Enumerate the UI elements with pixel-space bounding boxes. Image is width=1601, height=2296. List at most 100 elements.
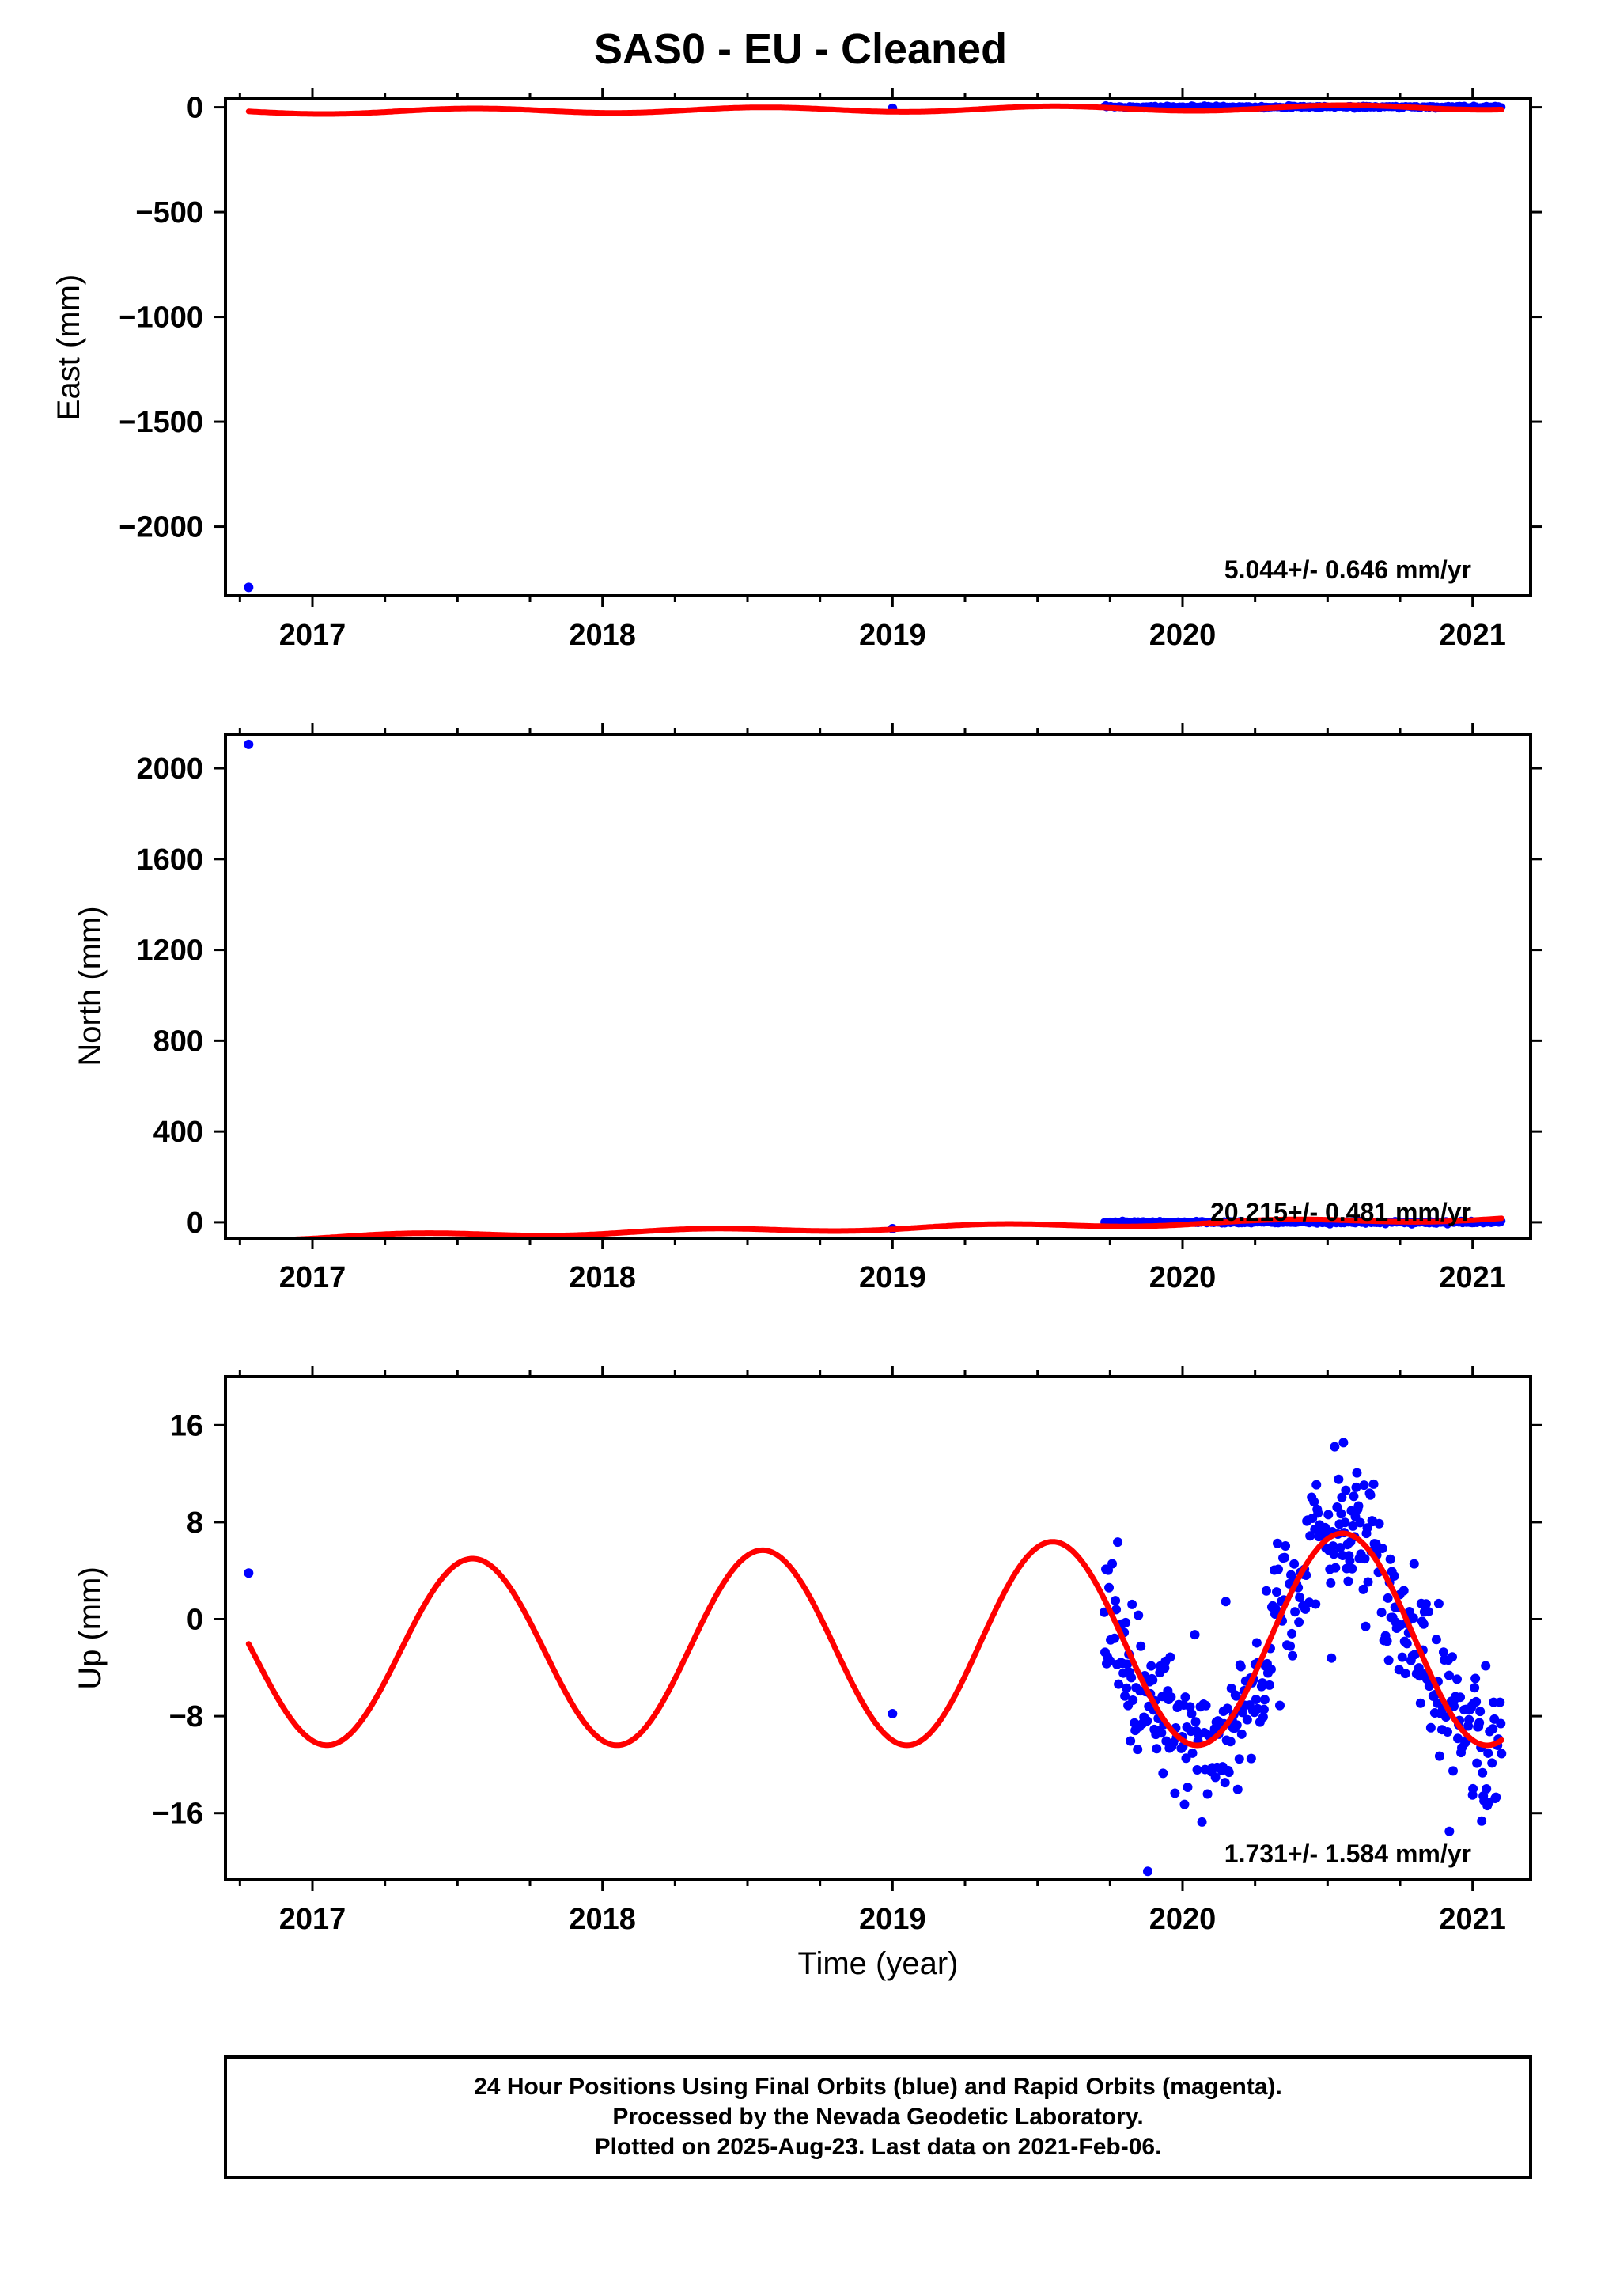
data-point [1288,1650,1298,1661]
data-point [1448,1652,1457,1662]
data-point [1222,1703,1232,1714]
chart-title: SAS0 - EU - Cleaned [594,25,1007,73]
data-point [1434,1751,1444,1761]
data-point [1360,1554,1370,1564]
data-point [1274,1564,1283,1574]
data-layer [244,1438,1507,1877]
data-point [1261,1586,1271,1596]
y-tick-label: 800 [153,1025,203,1058]
data-point [1152,1744,1162,1754]
data-point [1345,1555,1355,1566]
outlier-point [244,1568,254,1578]
data-point [1474,1718,1485,1728]
data-point [1478,1767,1488,1778]
data-point [1251,1694,1261,1704]
footer-line-3: Plotted on 2025-Aug-23. Last data on 202… [595,2134,1162,2160]
y-tick-label: 8 [187,1506,203,1540]
data-point [1402,1639,1412,1649]
data-point [1488,1724,1498,1734]
data-point [1311,1599,1321,1609]
data-point [1136,1641,1146,1651]
y-axis-label: North (mm) [73,906,108,1066]
data-point [1156,1728,1167,1738]
data-point [1495,1697,1505,1707]
data-point [1348,1521,1358,1531]
data-point [1340,1517,1350,1528]
y-axis-label: East (mm) [51,275,86,420]
data-point [1107,1559,1118,1569]
data-point [1418,1619,1429,1629]
data-point [1464,1714,1474,1725]
data-point [1190,1630,1200,1640]
data-point [1470,1683,1480,1693]
data-point [1368,1479,1379,1489]
data-point [1142,1716,1152,1726]
data-point [1374,1518,1384,1529]
data-point [1326,1578,1336,1588]
data-point [1231,1691,1241,1701]
data-point [1448,1766,1459,1776]
data-point [1158,1768,1168,1779]
data-point [1134,1610,1144,1620]
x-axis-label: Time (year) [798,1946,959,1981]
x-tick-label: 2018 [569,619,636,652]
outlier-point [1467,1790,1478,1800]
x-tick-label: 2019 [859,1261,926,1294]
y-tick-label: 2000 [136,752,203,786]
data-point [1400,1669,1410,1679]
data-point [1271,1587,1281,1597]
data-point [1341,1485,1351,1495]
data-layer [244,739,1506,1238]
data-point [1491,1792,1501,1802]
data-point [1351,1482,1361,1492]
data-point [1224,1767,1234,1778]
data-point [1421,1599,1431,1609]
data-point [1180,1692,1190,1703]
data-point [1104,1582,1115,1593]
data-point [1328,1541,1338,1552]
data-point [1452,1674,1463,1684]
y-tick-label: 16 [170,1409,203,1442]
data-point [1221,1597,1231,1607]
y-tick-label: 400 [153,1116,203,1149]
data-point [1425,1722,1436,1733]
data-point [1166,1692,1176,1703]
data-point [1183,1782,1193,1792]
data-point [1179,1799,1190,1809]
footer-line-1: 24 Hour Positions Using Final Orbits (bl… [474,2074,1282,2100]
data-point [1242,1714,1252,1725]
y-tick-label: 1200 [136,934,203,968]
y-axis-label: Up (mm) [73,1567,108,1690]
outlier-point [244,739,254,749]
x-tick-label: 2021 [1439,619,1506,652]
model-curve [245,1530,1504,1749]
y-tick-label: −16 [153,1798,203,1831]
data-point [1275,1700,1285,1711]
x-tick-label: 2017 [279,1903,346,1936]
data-point [1329,1549,1339,1559]
north-panel: 0 400 800 1200 1600 2000 2017 2018 2019 2020 2021 N… [73,723,1542,1294]
up-panel: 16 8 0 −8 −16 2017 2018 2019 2020 2021 Up (mm) Time… [73,1366,1542,1981]
data-point [1414,1663,1424,1673]
data-point [1146,1661,1156,1671]
footer-line-2: Processed by the Nevada Geodetic Laborat… [612,2104,1143,2130]
data-point [1289,1559,1300,1569]
data-point [1483,1748,1493,1758]
x-tick-label: 2019 [859,1903,926,1936]
plot-frame [224,97,1532,597]
data-point [1111,1605,1122,1615]
x-tick-label: 2018 [569,1903,636,1936]
data-point [1442,1727,1452,1737]
data-point [1415,1698,1425,1708]
data-point [1444,1670,1454,1680]
data-point [1165,1652,1175,1662]
data-point [1389,1570,1399,1581]
data-point [1259,1695,1270,1705]
data-point [1358,1584,1368,1594]
data-point [1121,1617,1131,1627]
data-point [1455,1692,1466,1703]
data-point [1294,1617,1304,1627]
data-point [1337,1492,1347,1502]
data-point [1496,1718,1506,1729]
data-point [1481,1661,1491,1671]
